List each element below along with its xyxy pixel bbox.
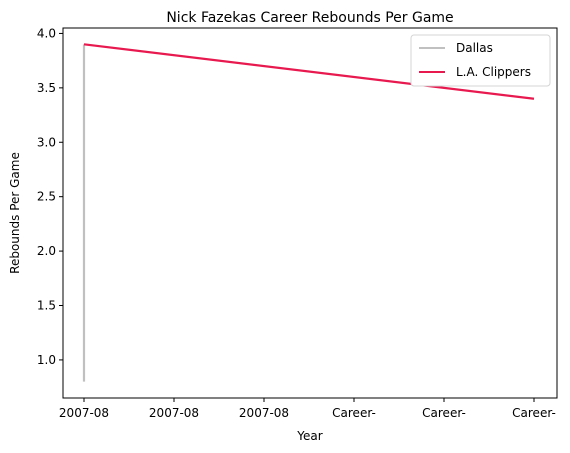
x-tick-label: 2007-08 [149, 406, 199, 420]
x-tick-label: Career- [332, 406, 376, 420]
legend: Dallas L.A. Clippers [410, 34, 551, 87]
series-layer [82, 43, 535, 382]
x-tick-label: 2007-08 [59, 406, 109, 420]
series-line-l-a-clippers [83, 43, 535, 100]
y-tick-label: 1.5 [37, 299, 56, 313]
legend-label-la-clippers: L.A. Clippers [456, 65, 531, 79]
y-axis-title: Rebounds Per Game [8, 152, 22, 274]
y-tick-label: 2.5 [37, 190, 56, 204]
x-tick-label: Career- [422, 406, 466, 420]
y-tick-label: 1.0 [37, 353, 56, 367]
plot-area [62, 27, 558, 399]
y-tick-label: 2.0 [37, 244, 56, 258]
x-tick-label: 2007-08 [239, 406, 289, 420]
legend-label-dallas: Dallas [456, 41, 493, 55]
x-axis-title: Year [296, 429, 322, 443]
y-tick-label: 4.0 [37, 26, 56, 40]
legend-box [410, 34, 551, 87]
y-axis: 1.0 1.5 2.0 2.5 3.0 3.5 4.0 [37, 26, 63, 367]
y-tick-label: 3.5 [37, 81, 56, 95]
x-tick-label: Career- [512, 406, 556, 420]
x-axis: 2007-08 2007-08 2007-08 Career- Career- Caree… [59, 398, 556, 420]
y-tick-label: 3.0 [37, 135, 56, 149]
chart-title: Nick Fazekas Career Rebounds Per Game [166, 10, 453, 26]
